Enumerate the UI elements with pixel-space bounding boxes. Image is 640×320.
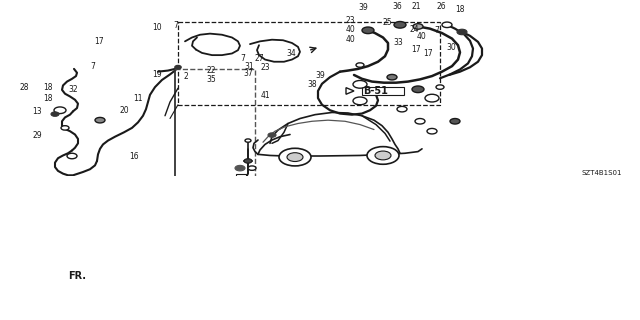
Text: 23: 23: [346, 16, 356, 25]
Text: 19: 19: [152, 69, 162, 79]
Text: 31: 31: [244, 62, 255, 71]
Text: 7: 7: [90, 62, 95, 71]
Text: 22: 22: [207, 66, 216, 75]
Text: 30: 30: [446, 43, 456, 52]
Text: 18: 18: [44, 83, 52, 92]
Text: 7: 7: [434, 26, 439, 36]
Text: 16: 16: [129, 153, 140, 162]
Bar: [362, 86, 404, 95]
Circle shape: [450, 118, 460, 124]
Polygon shape: [346, 88, 354, 94]
Circle shape: [245, 139, 251, 142]
Text: 18: 18: [455, 5, 464, 14]
Text: 40: 40: [346, 26, 356, 35]
Circle shape: [61, 126, 69, 130]
Text: SZT4B1S01: SZT4B1S01: [582, 170, 623, 176]
Circle shape: [279, 148, 311, 166]
Text: 23: 23: [260, 62, 271, 72]
Circle shape: [356, 63, 364, 67]
Circle shape: [387, 75, 397, 80]
Text: 21: 21: [412, 2, 420, 11]
Text: 38: 38: [307, 80, 317, 89]
Text: 40: 40: [346, 35, 356, 44]
Text: 17: 17: [422, 49, 433, 58]
Text: 10: 10: [152, 23, 162, 32]
Text: 11: 11: [133, 94, 142, 103]
Text: 24: 24: [410, 26, 420, 35]
Circle shape: [442, 22, 452, 28]
FancyArrow shape: [10, 273, 52, 278]
Circle shape: [175, 66, 181, 69]
Circle shape: [353, 97, 367, 105]
Circle shape: [179, 183, 191, 190]
Text: 25: 25: [382, 19, 392, 28]
Circle shape: [51, 112, 59, 116]
Text: 41: 41: [260, 91, 271, 100]
Text: 29: 29: [32, 131, 42, 140]
Circle shape: [457, 29, 467, 35]
Text: 34: 34: [286, 49, 296, 58]
Circle shape: [287, 153, 303, 162]
Circle shape: [375, 151, 391, 160]
Circle shape: [415, 118, 425, 124]
Circle shape: [67, 153, 77, 159]
Circle shape: [367, 147, 399, 164]
Circle shape: [436, 85, 444, 89]
Bar: [236, 174, 246, 178]
Text: 33: 33: [394, 38, 404, 47]
Text: 17: 17: [94, 37, 104, 46]
Circle shape: [353, 81, 367, 88]
Bar: [178, 22, 440, 105]
Circle shape: [362, 27, 374, 34]
Text: 28: 28: [20, 83, 29, 92]
Text: 39: 39: [315, 71, 325, 80]
Text: 20: 20: [120, 106, 130, 115]
Text: B-51: B-51: [364, 86, 388, 96]
Text: 36: 36: [392, 2, 402, 11]
Text: 26: 26: [436, 2, 447, 11]
Circle shape: [413, 24, 423, 29]
Text: 2: 2: [183, 72, 188, 81]
Text: 7: 7: [241, 54, 246, 63]
Text: 17: 17: [411, 45, 421, 54]
Circle shape: [268, 133, 276, 137]
Text: 35: 35: [206, 75, 216, 84]
Circle shape: [383, 188, 393, 193]
Text: 7: 7: [173, 21, 179, 30]
Text: 18: 18: [44, 94, 52, 103]
Circle shape: [235, 165, 245, 171]
Text: 13: 13: [32, 107, 42, 116]
Circle shape: [187, 182, 203, 191]
Text: 37: 37: [243, 69, 253, 78]
Circle shape: [248, 166, 256, 170]
Text: 27: 27: [254, 54, 264, 63]
Text: FR.: FR.: [68, 271, 86, 281]
Circle shape: [54, 107, 66, 114]
Circle shape: [397, 182, 407, 188]
Circle shape: [244, 159, 252, 163]
Circle shape: [425, 94, 439, 102]
Text: 39: 39: [358, 4, 369, 12]
Circle shape: [397, 106, 407, 112]
Circle shape: [394, 21, 406, 28]
Text: 40: 40: [416, 32, 426, 41]
Circle shape: [412, 86, 424, 92]
Bar: [260, 195, 278, 199]
Text: 32: 32: [68, 84, 79, 93]
Circle shape: [95, 117, 105, 123]
Circle shape: [427, 128, 437, 134]
Circle shape: [155, 277, 165, 283]
